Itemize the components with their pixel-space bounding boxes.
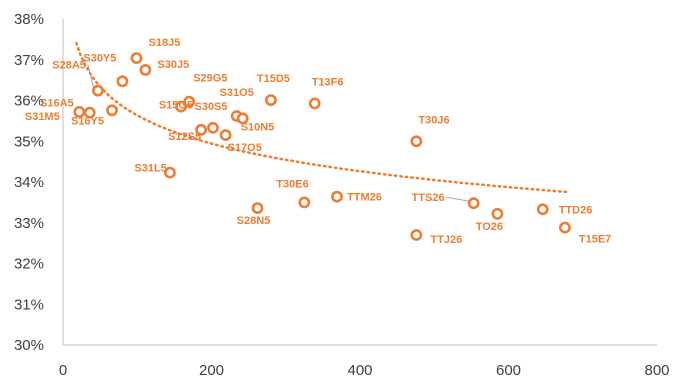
data-point (116, 75, 129, 88)
trendline (75, 41, 568, 194)
data-label: S29G5 (193, 73, 227, 85)
y-tick-label: 38% (14, 11, 44, 28)
y-tick-label: 35% (14, 133, 44, 150)
data-point (163, 166, 176, 179)
y-tick-label: 31% (14, 296, 44, 313)
data-label: TTM26 (347, 192, 382, 204)
data-label: S30S5 (194, 101, 227, 113)
data-point (264, 94, 277, 106)
data-point (92, 84, 104, 97)
y-tick-label: 36% (14, 93, 44, 110)
label-leader (87, 64, 95, 89)
data-point (207, 121, 219, 134)
x-tick-label: 800 (644, 362, 669, 379)
data-label: S16Y5 (71, 115, 104, 127)
y-axis-ticks: 30% 31% 32% 33% 34% 35% 36% 37% 38% (14, 11, 44, 354)
data-point (183, 95, 196, 108)
data-label: S12S5 (168, 131, 201, 143)
data-point (251, 202, 264, 214)
data-label: T30E6 (276, 178, 308, 190)
data-point (83, 106, 96, 119)
x-tick-label: 400 (347, 362, 372, 379)
data-point (536, 203, 549, 216)
data-label: TTS26 (412, 192, 445, 204)
x-tick-label: 0 (59, 362, 67, 379)
data-point (491, 207, 504, 220)
x-tick-label: 600 (496, 362, 521, 379)
data-label: S10N5 (241, 121, 275, 133)
x-tick-label: 200 (199, 362, 224, 379)
data-label: T15D5 (257, 73, 290, 85)
data-label: T13F6 (312, 76, 344, 88)
data-label: S31L5 (134, 163, 166, 175)
data-label: S30J5 (157, 59, 189, 71)
data-point (331, 190, 343, 203)
data-point (298, 196, 311, 209)
y-tick-label: 30% (14, 337, 44, 354)
data-label: S15G5 (159, 100, 193, 112)
data-point (236, 112, 249, 125)
data-point (308, 97, 321, 110)
data-label: S17O5 (228, 142, 262, 154)
data-point (106, 104, 118, 117)
data-label: S18J5 (149, 37, 181, 49)
data-points (73, 52, 571, 241)
x-axis-ticks: 0 200 400 600 800 (59, 362, 670, 379)
data-point (410, 135, 423, 148)
data-point (139, 64, 152, 76)
data-point (195, 123, 207, 136)
y-tick-label: 34% (14, 174, 44, 191)
data-point (467, 197, 480, 210)
data-label: S31O5 (220, 87, 254, 99)
label-leader (446, 196, 470, 202)
data-point (219, 129, 232, 141)
y-tick-label: 33% (14, 215, 44, 232)
data-label: T15E7 (579, 234, 611, 246)
data-label: S28N5 (237, 215, 271, 227)
data-point (410, 229, 423, 241)
data-label: S16A5 (40, 98, 74, 110)
data-label: S28A5 (52, 60, 86, 72)
data-label: TTD26 (559, 204, 593, 216)
data-point (175, 100, 187, 113)
y-tick-label: 32% (14, 256, 44, 273)
data-label: TTJ26 (430, 234, 462, 246)
data-label: T30J6 (418, 114, 449, 126)
data-point (130, 52, 143, 64)
data-label: TO26 (476, 221, 503, 233)
data-point (559, 221, 571, 234)
data-label: S31M5 (25, 111, 60, 123)
data-label: S30Y5 (83, 52, 116, 64)
y-tick-label: 37% (14, 52, 44, 69)
